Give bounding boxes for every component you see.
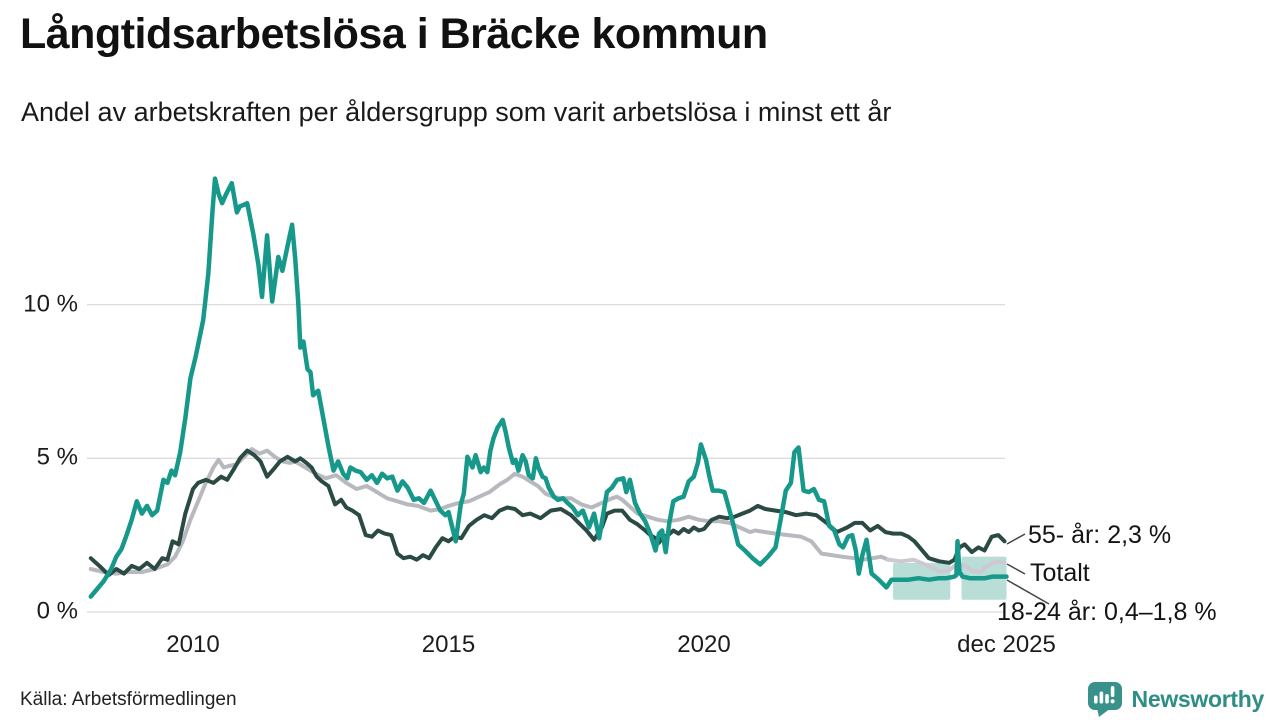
- end-label-totalt: Totalt: [1030, 559, 1090, 587]
- gridlines: [87, 303, 1005, 613]
- x-tick-label: dec 2025: [957, 631, 1056, 658]
- leader-line-55-ar: [1006, 533, 1026, 545]
- x-tick-label: 2020: [677, 631, 731, 658]
- end-label-18-24-ar: 18-24 år: 0,4–1,8 %: [997, 598, 1217, 626]
- newsworthy-pin-logo-icon: [1086, 681, 1124, 717]
- newsworthy-wordmark: Newsworthy: [1131, 685, 1265, 712]
- y-tick-label: 10 %: [23, 290, 78, 318]
- series-line-totalt: [88, 447, 890, 576]
- page-title: Långtidsarbetslösa i Bräcke kommun: [20, 10, 768, 58]
- confidence-band: [893, 562, 951, 600]
- y-tick-label: 0 %: [36, 597, 78, 625]
- series-line-18-24-ar: [88, 176, 1009, 599]
- confidence-bands: [893, 556, 1007, 600]
- series-line-55-ar: [88, 448, 1007, 578]
- leader-line-18-24: [1006, 579, 1050, 605]
- leader-lines: [1006, 533, 1050, 605]
- leader-line-totalt: [1006, 563, 1026, 575]
- x-tick-label: 2015: [421, 631, 476, 658]
- y-tick-label: 5 %: [36, 443, 78, 471]
- newsworthy-branding: Newsworthy: [1086, 681, 1264, 717]
- series-lines: [88, 176, 1009, 599]
- x-tick-label: 2010: [166, 631, 220, 658]
- end-label-55-ar: 55- år: 2,3 %: [1028, 521, 1172, 549]
- source-note: Källa: Arbetsförmedlingen: [20, 689, 237, 710]
- page-subtitle: Andel av arbetskraften per åldersgrupp s…: [21, 97, 892, 127]
